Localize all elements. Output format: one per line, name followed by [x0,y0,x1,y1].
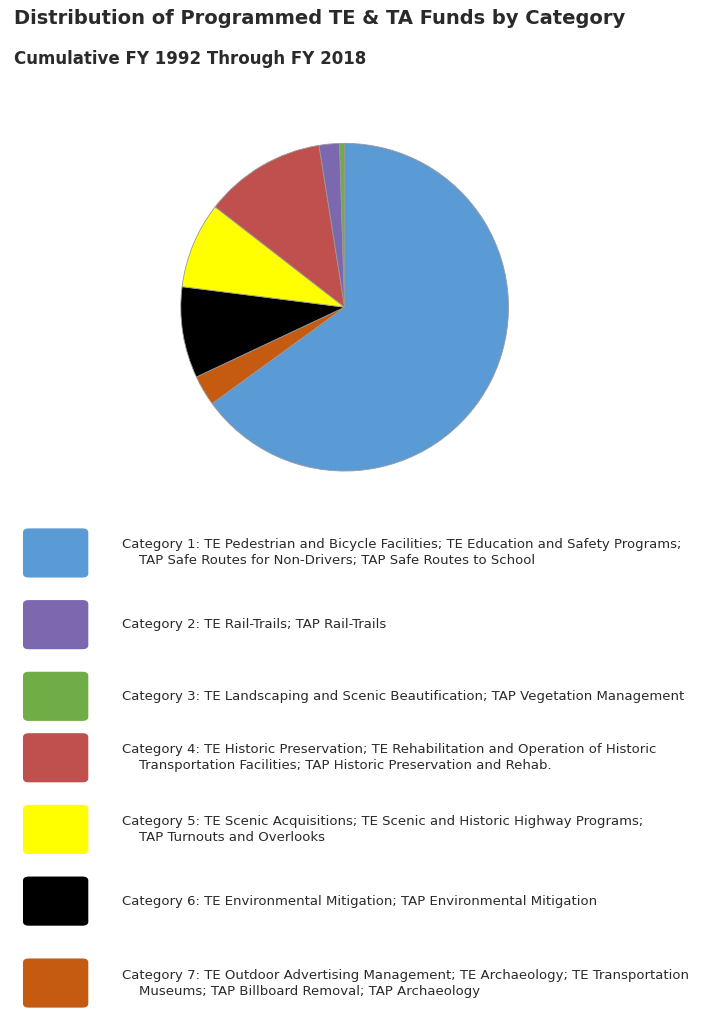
Wedge shape [181,287,345,377]
Text: Category 3: TE Landscaping and Scenic Beautification; TAP Vegetation Management: Category 3: TE Landscaping and Scenic Be… [122,690,684,702]
Wedge shape [340,143,345,307]
Text: Category 6: TE Environmental Mitigation; TAP Environmental Mitigation: Category 6: TE Environmental Mitigation;… [122,895,597,907]
FancyBboxPatch shape [23,600,88,649]
FancyBboxPatch shape [23,672,88,721]
Wedge shape [212,143,508,471]
Text: Category 1: TE Pedestrian and Bicycle Facilities; TE Education and Safety Progra: Category 1: TE Pedestrian and Bicycle Fa… [122,539,681,567]
FancyBboxPatch shape [23,958,88,1008]
Text: Cumulative FY 1992 Through FY 2018: Cumulative FY 1992 Through FY 2018 [14,50,367,69]
FancyBboxPatch shape [23,528,88,578]
Text: Category 4: TE Historic Preservation; TE Rehabilitation and Operation of Histori: Category 4: TE Historic Preservation; TE… [122,743,656,772]
Wedge shape [215,145,345,307]
Wedge shape [182,207,345,307]
Text: Category 2: TE Rail-Trails; TAP Rail-Trails: Category 2: TE Rail-Trails; TAP Rail-Tra… [122,618,386,631]
Wedge shape [197,307,345,403]
FancyBboxPatch shape [23,733,88,782]
Text: Distribution of Programmed TE & TA Funds by Category: Distribution of Programmed TE & TA Funds… [14,9,625,29]
FancyBboxPatch shape [23,877,88,926]
Wedge shape [319,143,345,307]
Text: Category 7: TE Outdoor Advertising Management; TE Archaeology; TE Transportation: Category 7: TE Outdoor Advertising Manag… [122,969,689,997]
FancyBboxPatch shape [23,805,88,854]
Text: Category 5: TE Scenic Acquisitions; TE Scenic and Historic Highway Programs;
   : Category 5: TE Scenic Acquisitions; TE S… [122,815,643,844]
